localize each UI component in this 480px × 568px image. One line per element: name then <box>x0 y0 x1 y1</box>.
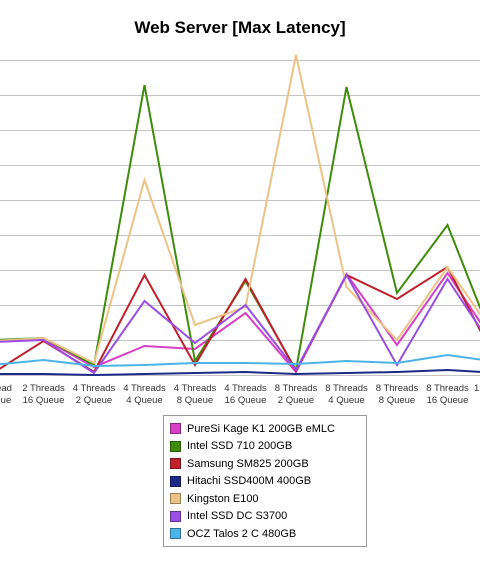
legend-swatch-1 <box>170 440 181 452</box>
legend-swatch-5 <box>170 510 181 522</box>
series-line-0 <box>0 271 480 374</box>
legend-item-2: Samsung SM825 200GB <box>170 455 366 473</box>
series-line-1 <box>0 84 480 373</box>
legend-item-5: Intel SSD DC S3700 <box>170 508 366 526</box>
legend-item-0: PureSi Kage K1 200GB eMLC <box>170 420 366 438</box>
x-tick-label-7: 8 Threads 4 Queue <box>325 383 368 406</box>
x-tick-label-4: 4 Threads 8 Queue <box>174 383 217 406</box>
x-tick-label-5: 4 Threads 16 Queue <box>224 383 267 406</box>
gridlines <box>0 60 480 376</box>
legend: PureSi Kage K1 200GB eMLC Intel SSD 710 2… <box>163 415 367 547</box>
x-tick-label-9: 8 Threads 16 Queue <box>426 383 469 406</box>
series-line-2 <box>0 265 480 374</box>
legend-item-6: OCZ Talos 2 C 480GB <box>170 525 366 543</box>
series-line-6 <box>0 353 480 368</box>
legend-label-6: OCZ Talos 2 C 480GB <box>187 527 297 540</box>
legend-label-3: Hitachi SSD400M 400GB <box>187 475 312 488</box>
series-lines <box>0 54 480 377</box>
legend-label-1: Intel SSD 710 200GB <box>187 440 293 453</box>
chart-title: Web Server [Max Latency] <box>134 18 346 37</box>
legend-item-3: Hitachi SSD400M 400GB <box>170 473 366 491</box>
x-tick-label-3: 4 Threads 4 Queue <box>123 383 166 406</box>
x-tick-label-1: 2 Threads 16 Queue <box>22 383 65 406</box>
x-tick-label-2: 4 Threads 2 Queue <box>73 383 116 406</box>
legend-swatch-2 <box>170 458 181 470</box>
legend-swatch-4 <box>170 493 181 505</box>
legend-label-5: Intel SSD DC S3700 <box>187 510 288 523</box>
x-tick-label-8: 8 Threads 8 Queue <box>376 383 419 406</box>
legend-swatch-3 <box>170 475 181 487</box>
x-tick-label-0: 1 Thread1 Queue <box>0 383 12 406</box>
x-tick-label-6: 8 Threads 2 Queue <box>275 383 318 406</box>
legend-swatch-6 <box>170 528 181 540</box>
legend-item-4: Kingston E100 <box>170 490 366 508</box>
legend-swatch-0 <box>170 423 181 435</box>
legend-label-4: Kingston E100 <box>187 492 259 505</box>
series-line-3 <box>0 368 480 377</box>
legend-label-0: PureSi Kage K1 200GB eMLC <box>187 422 335 435</box>
series-line-5 <box>0 272 480 375</box>
legend-label-2: Samsung SM825 200GB <box>187 457 309 470</box>
series-line-4 <box>0 54 480 365</box>
legend-item-1: Intel SSD 710 200GB <box>170 438 366 456</box>
